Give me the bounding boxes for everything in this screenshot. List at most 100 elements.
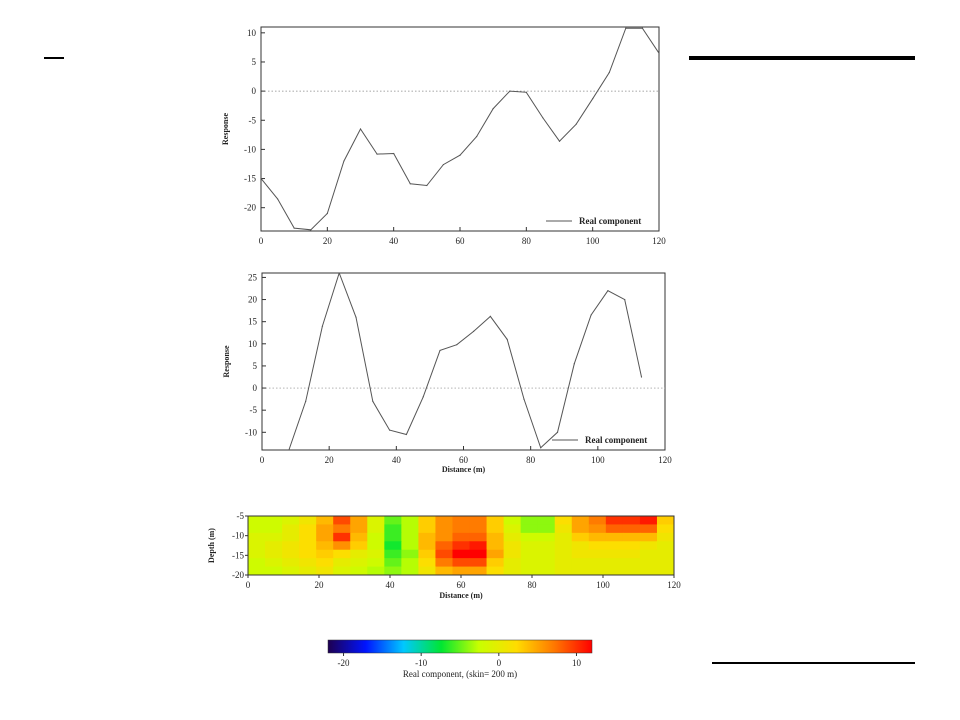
data-point <box>540 447 542 449</box>
heatmap-cell <box>503 524 522 534</box>
heatmap-cell <box>401 532 419 542</box>
heatmap-cell <box>248 532 266 542</box>
heatmap-cell <box>418 558 436 568</box>
heatmap-cell <box>537 524 556 534</box>
heatmap-cell <box>622 532 641 542</box>
data-point <box>641 27 644 29</box>
heatmap-cell <box>639 524 658 534</box>
heatmap-cell <box>571 558 590 568</box>
x-axis-label: Distance (m) <box>442 465 486 474</box>
colorbar-label: Real component, (skin= 200 m) <box>403 669 517 679</box>
data-point <box>472 330 475 333</box>
plot-frame <box>261 272 666 451</box>
heatmap-cell <box>486 549 505 559</box>
heatmap-cell <box>418 524 436 534</box>
y-tick-label: 5 <box>252 57 257 67</box>
legend-label: Real component <box>585 435 647 445</box>
heatmap-cell <box>435 532 453 542</box>
heatmap-cell <box>265 558 283 568</box>
heatmap-cell <box>401 541 419 551</box>
data-point <box>338 273 340 274</box>
data-point <box>590 314 592 316</box>
colorbar-tick-label: 10 <box>572 658 582 668</box>
y-axis-label: Response <box>221 113 230 145</box>
bottom-right-rule <box>712 662 915 664</box>
data-point <box>625 27 627 29</box>
data-point <box>506 338 508 340</box>
heatmap-cell <box>520 566 539 576</box>
heatmap-cell <box>537 558 556 568</box>
data-point <box>573 363 575 365</box>
heatmap-cell <box>588 558 607 568</box>
series-line-real-component <box>288 273 642 450</box>
colorbar-tick-label: -10 <box>415 658 427 668</box>
heatmap-cell <box>299 549 317 559</box>
data-point <box>608 71 610 74</box>
heatmap-cell <box>486 516 505 525</box>
y-tick-label: 10 <box>248 339 258 349</box>
heatmap-cell <box>656 541 675 551</box>
heatmap-cell <box>248 566 266 576</box>
heatmap-cell <box>418 541 436 551</box>
heatmap-cell <box>639 516 658 525</box>
data-point <box>624 298 626 301</box>
heatmap-cell <box>520 516 539 525</box>
heatmap-cell <box>605 516 624 525</box>
heatmap-cell <box>435 541 453 551</box>
x-tick-label: 40 <box>392 455 402 465</box>
heatmap-cell <box>316 549 334 559</box>
data-point <box>456 344 458 346</box>
x-tick-label: 120 <box>667 580 681 590</box>
heatmap-cell <box>520 532 539 542</box>
heatmap-cell <box>248 549 266 559</box>
heatmap-cell <box>282 566 300 576</box>
heatmap-cell <box>605 532 624 542</box>
y-tick-label: -5 <box>250 405 258 415</box>
x-tick-label: 100 <box>596 580 610 590</box>
heatmap-cell <box>367 566 385 576</box>
x-tick-label: 0 <box>246 580 251 590</box>
heatmap-cell <box>605 541 624 551</box>
heatmap-cell <box>265 566 283 576</box>
x-tick-label: 60 <box>459 455 469 465</box>
y-tick-label: -5 <box>249 115 257 125</box>
data-point <box>261 177 262 180</box>
heatmap-cell <box>282 524 300 534</box>
heatmap-cell <box>282 558 300 568</box>
heatmap-cell <box>299 516 317 525</box>
x-tick-label: 20 <box>325 455 335 465</box>
heatmap-cell <box>656 532 675 542</box>
heatmap-cell <box>384 549 402 559</box>
data-point <box>558 140 561 142</box>
heatmap-cell <box>537 541 556 551</box>
heatmap-cell <box>469 524 488 534</box>
heatmap-cell <box>299 566 317 576</box>
data-point <box>359 128 362 130</box>
heatmap-cell <box>622 566 641 576</box>
data-point <box>542 117 544 119</box>
y-tick-label: -10 <box>245 427 257 437</box>
heatmap-cell <box>299 524 317 534</box>
heatmap-cell <box>469 516 488 525</box>
heatmap-cell <box>605 524 624 534</box>
y-tick-label: -5 <box>237 511 245 521</box>
x-tick-label: 0 <box>259 236 264 246</box>
data-point <box>492 108 494 110</box>
data-point <box>293 227 295 229</box>
data-point <box>305 400 307 402</box>
heatmap-cell <box>605 558 624 568</box>
data-point <box>372 400 374 402</box>
heatmap-cell <box>486 558 505 568</box>
plot-frame <box>260 26 660 232</box>
heatmap-cell <box>350 566 368 576</box>
heatmap-cell <box>486 532 505 542</box>
heatmap-cell <box>265 549 283 559</box>
heatmap-cell <box>248 541 266 551</box>
heatmap-cell <box>622 558 641 568</box>
colorbar-tick-label: -20 <box>338 658 350 668</box>
heatmap-cell <box>418 516 436 525</box>
y-tick-label: -20 <box>244 203 256 213</box>
heatmap-cell <box>537 566 556 576</box>
heatmap-cell <box>333 516 351 525</box>
heatmap-cell <box>452 541 471 551</box>
